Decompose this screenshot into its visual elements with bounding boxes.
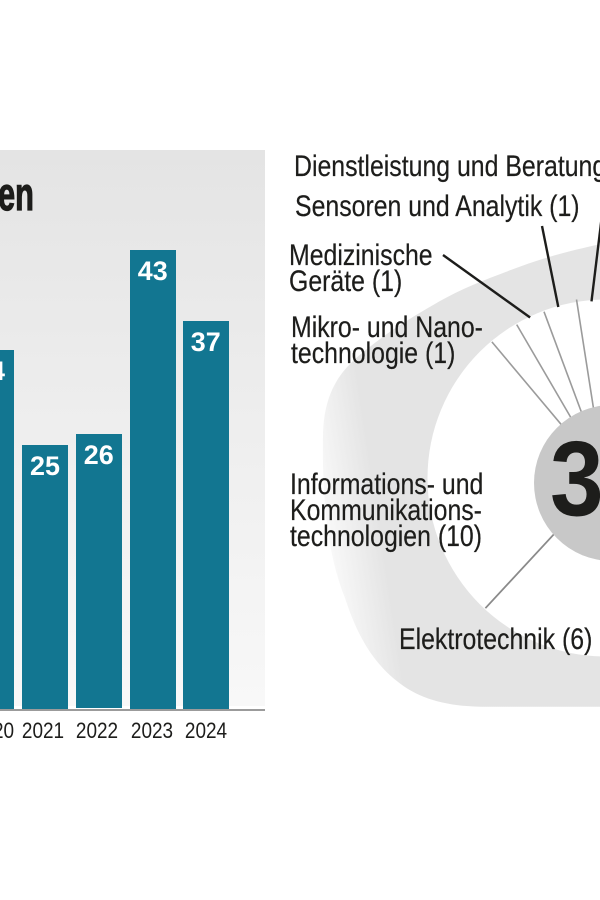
svg-text:37: 37 <box>550 419 600 539</box>
